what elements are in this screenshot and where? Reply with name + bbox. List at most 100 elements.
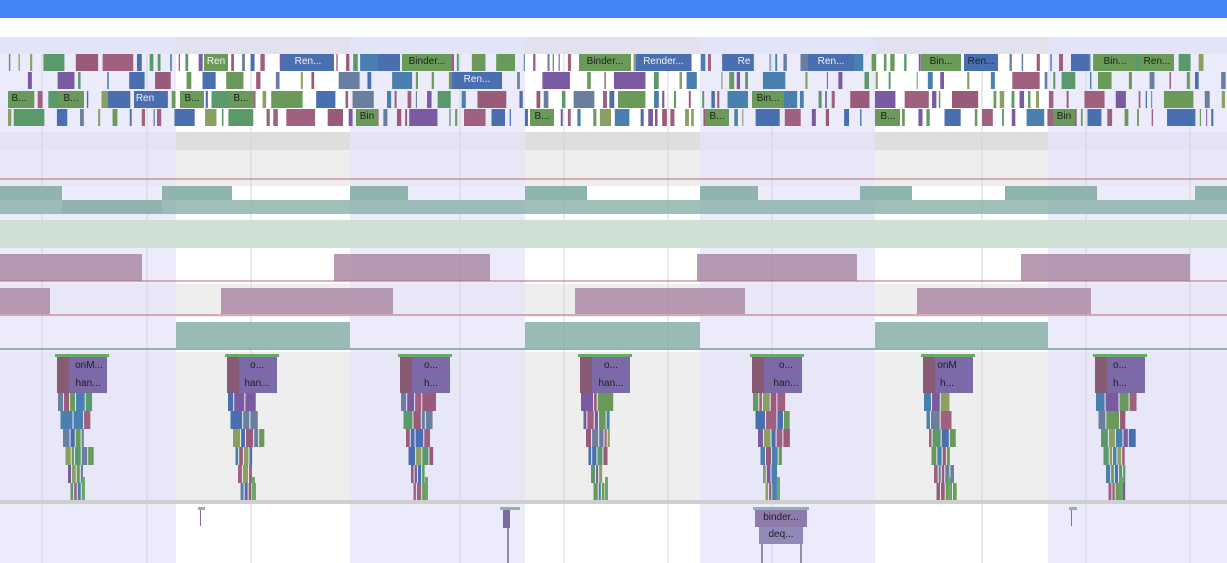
flame-slice[interactable] bbox=[240, 483, 244, 501]
flame-slice[interactable] bbox=[74, 483, 77, 501]
thread-slice[interactable] bbox=[1002, 109, 1004, 126]
flame-slice[interactable] bbox=[940, 393, 950, 411]
counter-level[interactable] bbox=[0, 254, 142, 281]
counter-level[interactable] bbox=[162, 186, 232, 200]
thread-slice[interactable] bbox=[1084, 91, 1105, 108]
flame-slice[interactable] bbox=[249, 465, 252, 483]
flame-slice[interactable] bbox=[753, 393, 759, 411]
flame-slice[interactable] bbox=[1119, 393, 1129, 411]
thread-slice[interactable] bbox=[700, 54, 706, 71]
counter-level[interactable] bbox=[1021, 254, 1190, 281]
flame-slice[interactable] bbox=[1129, 393, 1137, 411]
counter-level[interactable] bbox=[334, 254, 490, 281]
thread-slice[interactable] bbox=[542, 72, 570, 89]
thread-slice[interactable] bbox=[1138, 91, 1141, 108]
flame-slice[interactable] bbox=[71, 447, 75, 465]
thread-slice[interactable]: Binder... bbox=[586, 56, 624, 67]
main-thread-slice-top[interactable]: o... bbox=[779, 360, 793, 371]
thread-slice[interactable] bbox=[260, 54, 265, 71]
flame-slice[interactable] bbox=[75, 429, 81, 447]
thread-slice[interactable] bbox=[202, 72, 216, 89]
binder-slice[interactable] bbox=[500, 507, 520, 510]
thread-slice[interactable] bbox=[80, 109, 84, 126]
thread-slice[interactable] bbox=[509, 109, 511, 126]
thread-slice[interactable] bbox=[1221, 72, 1226, 89]
thread-slice[interactable] bbox=[129, 109, 132, 126]
thread-slice[interactable] bbox=[405, 109, 408, 126]
thread-slice[interactable] bbox=[691, 109, 694, 126]
flame-slice[interactable] bbox=[228, 393, 234, 411]
flame-slice[interactable] bbox=[937, 447, 942, 465]
flame-slice[interactable] bbox=[410, 429, 415, 447]
main-thread-slice-second[interactable]: han... bbox=[244, 378, 270, 389]
flame-slice[interactable] bbox=[72, 465, 76, 483]
flame-slice[interactable] bbox=[601, 483, 605, 501]
binder-slice[interactable] bbox=[753, 507, 809, 510]
flame-slice[interactable] bbox=[415, 429, 424, 447]
thread-slice[interactable] bbox=[685, 109, 689, 126]
thread-slice[interactable] bbox=[1012, 72, 1040, 89]
thread-slice[interactable]: Ren... bbox=[463, 74, 491, 85]
flame-slice[interactable] bbox=[953, 483, 957, 501]
flame-slice[interactable] bbox=[949, 429, 956, 447]
counter-band[interactable] bbox=[0, 150, 1227, 186]
thread-slice[interactable] bbox=[437, 91, 451, 108]
thread-slice[interactable] bbox=[107, 72, 109, 89]
thread-slice[interactable] bbox=[1094, 54, 1136, 71]
flame-slice[interactable] bbox=[424, 429, 431, 447]
thread-slice[interactable] bbox=[1198, 54, 1204, 71]
thread-slice[interactable] bbox=[8, 91, 30, 108]
flame-slice[interactable] bbox=[606, 411, 610, 429]
flame-slice[interactable] bbox=[235, 447, 239, 465]
thread-slice[interactable] bbox=[75, 54, 99, 71]
thread-slice[interactable] bbox=[149, 54, 154, 71]
thread-slice[interactable] bbox=[427, 91, 432, 108]
flame-slice[interactable] bbox=[771, 429, 776, 447]
flame-slice[interactable] bbox=[752, 357, 764, 393]
thread-slice[interactable] bbox=[670, 109, 675, 126]
flame-slice[interactable] bbox=[422, 393, 436, 411]
thread-slice[interactable] bbox=[593, 109, 597, 126]
thread-slice[interactable] bbox=[367, 72, 372, 89]
flame-slice[interactable] bbox=[1108, 483, 1112, 501]
main-thread-slice-second[interactable]: han... bbox=[598, 378, 624, 389]
thread-slice[interactable] bbox=[231, 54, 234, 71]
flame-slice[interactable] bbox=[587, 411, 594, 429]
thread-slice[interactable] bbox=[336, 54, 338, 71]
flame-slice[interactable] bbox=[770, 393, 777, 411]
flame-slice[interactable] bbox=[76, 465, 80, 483]
thread-slice[interactable] bbox=[409, 109, 438, 126]
thread-slice[interactable] bbox=[18, 54, 20, 71]
thread-slice[interactable] bbox=[577, 109, 581, 126]
flame-slice[interactable] bbox=[752, 357, 802, 375]
thread-slice[interactable] bbox=[1195, 72, 1199, 89]
flame-slice[interactable] bbox=[934, 465, 938, 483]
main-thread-slice-top[interactable]: onM bbox=[937, 360, 957, 371]
thread-slice[interactable] bbox=[394, 91, 397, 108]
main-thread-slice-second[interactable]: h... bbox=[1113, 378, 1127, 389]
thread-slice[interactable] bbox=[471, 54, 486, 71]
counter-level[interactable] bbox=[1195, 186, 1227, 200]
thread-slice[interactable] bbox=[448, 72, 453, 89]
flame-slice[interactable] bbox=[588, 447, 592, 465]
thread-slice[interactable] bbox=[705, 109, 729, 126]
thread-slice[interactable] bbox=[86, 91, 89, 108]
thread-slice[interactable] bbox=[734, 109, 738, 126]
flame-slice[interactable] bbox=[403, 411, 413, 429]
flame-slice[interactable] bbox=[398, 354, 452, 357]
thread-slice[interactable] bbox=[1151, 109, 1154, 126]
flame-slice[interactable] bbox=[594, 411, 599, 429]
thread-slice[interactable] bbox=[711, 91, 715, 108]
thread-slice[interactable] bbox=[640, 109, 644, 126]
flame-slice[interactable] bbox=[425, 411, 433, 429]
flame-slice[interactable] bbox=[422, 447, 429, 465]
thread-slice[interactable]: B... bbox=[233, 93, 249, 104]
thread-slice[interactable] bbox=[108, 91, 130, 108]
thread-slice[interactable] bbox=[455, 109, 458, 126]
thread-slice[interactable] bbox=[449, 109, 451, 126]
thread-slice[interactable] bbox=[112, 109, 118, 126]
thread-slice[interactable] bbox=[1088, 54, 1091, 71]
thread-slice[interactable] bbox=[745, 72, 749, 89]
flame-slice[interactable] bbox=[941, 465, 945, 483]
flame-slice[interactable] bbox=[1115, 429, 1123, 447]
